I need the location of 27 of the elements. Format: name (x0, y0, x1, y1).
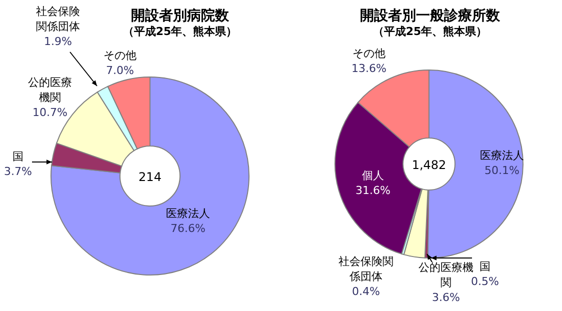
slice-label: その他 (104, 49, 136, 62)
chart-title: 開設者別病院数 (131, 7, 230, 24)
data-label: 0.4% (352, 285, 380, 298)
slice-label: 国 (12, 150, 24, 163)
slice-label: 社会保険関係団体 (36, 5, 80, 33)
data-label: 13.6% (352, 62, 386, 75)
data-label: 3.6% (432, 291, 460, 304)
text: （平成25年、熊本県） (122, 25, 238, 38)
slice-label: 医療法人 (480, 149, 524, 162)
text: 214 (138, 170, 162, 184)
slice-label: その他 (352, 47, 386, 60)
data-label: 10.7% (32, 106, 68, 119)
data-label: 3.7% (4, 165, 32, 178)
data-label: 50.1% (484, 164, 520, 177)
chart-title: 開設者別一般診療所数 (360, 7, 501, 24)
data-label: 31.6% (356, 184, 390, 197)
data-label: 7.0% (106, 64, 134, 77)
data-label: 1.9% (44, 35, 72, 48)
data-label: 76.6% (170, 222, 206, 235)
slice-label: 公的医療機関 (28, 76, 72, 104)
slice-label: 社会保険関係団体 (338, 255, 394, 283)
text: 1,482 (412, 158, 446, 172)
slice-label: 個人 (362, 169, 384, 182)
slice-label: 医療法人 (166, 207, 210, 220)
chart-subtitle: （平成25年、熊本県） (372, 25, 488, 38)
slice-label: 国 (480, 260, 490, 273)
data-label: 0.5% (471, 275, 499, 288)
